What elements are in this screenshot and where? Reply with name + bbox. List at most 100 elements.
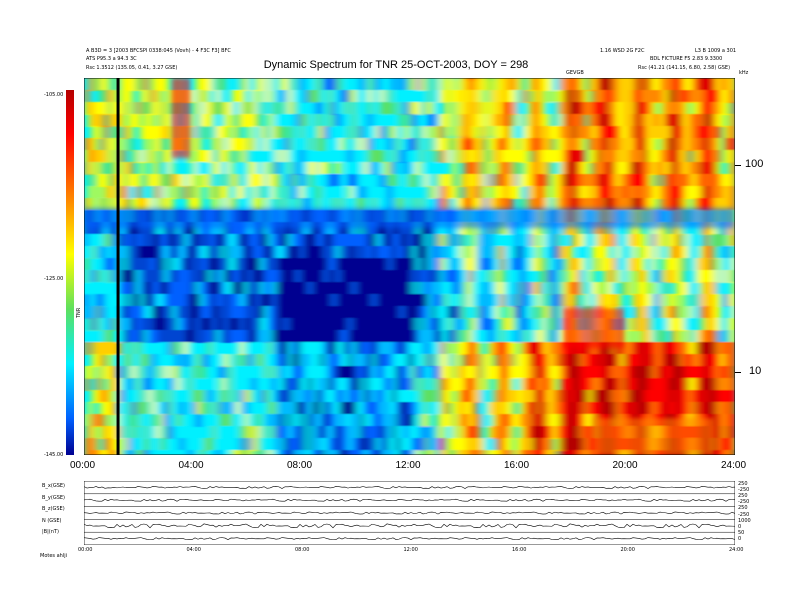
spectrogram-cell [704, 390, 709, 403]
spectrogram-cell [624, 174, 629, 187]
spectrogram-cell [576, 258, 581, 271]
spectrogram-cell [356, 90, 361, 103]
spectrogram-cell [712, 126, 717, 139]
spectrogram-cell [368, 330, 373, 343]
spectrogram-cell [332, 234, 337, 247]
magnetometer-x-tick: 12:00 [403, 547, 418, 553]
spectrogram-cell [512, 258, 517, 271]
spectrogram-cell [104, 222, 109, 235]
spectrogram-cell [496, 330, 501, 343]
spectrogram-cell [240, 270, 245, 283]
spectrogram-cell [572, 102, 577, 115]
spectrogram-cell [332, 126, 337, 139]
spectrogram-cell [516, 126, 521, 139]
spectrogram-cell [324, 162, 329, 175]
spectrogram-cell [420, 306, 425, 319]
spectrogram-cell [176, 174, 181, 187]
spectrogram-cell [292, 162, 297, 175]
spectrogram-cell [448, 174, 453, 187]
spectrogram-cell [240, 150, 245, 163]
spectrogram-cell [552, 102, 557, 115]
spectrogram-cell [300, 426, 305, 439]
spectrogram-cell [328, 294, 333, 307]
spectrogram-cell [480, 378, 485, 391]
spectrogram-cell [496, 282, 501, 295]
spectrogram-cell [472, 366, 477, 379]
spectrogram-cell [104, 294, 109, 307]
spectrogram-cell [476, 246, 481, 259]
spectrogram-cell [220, 90, 225, 103]
spectrogram-cell [128, 330, 133, 343]
spectrogram-cell [480, 258, 485, 271]
spectrogram-cell [664, 222, 669, 235]
spectrogram-cell [160, 402, 165, 415]
spectrogram-cell [312, 162, 317, 175]
spectrogram-cell [476, 414, 481, 427]
spectrogram-cell [264, 354, 269, 367]
spectrogram-cell [256, 426, 261, 439]
spectrogram-cell [416, 90, 421, 103]
spectrogram-cell [152, 366, 157, 379]
spectrogram-cell [536, 222, 541, 235]
spectrogram-cell [276, 402, 281, 415]
spectrogram-cell [704, 90, 709, 103]
spectrogram-cell [516, 258, 521, 271]
spectrogram-cell [676, 342, 681, 355]
spectrogram-cell [680, 354, 685, 367]
spectrogram-cell [472, 438, 477, 451]
spectrogram-cell [416, 234, 421, 247]
spectrogram-cell [732, 294, 735, 307]
spectrogram-cell [496, 294, 501, 307]
spectrogram-cell [160, 366, 165, 379]
spectrogram-cell [608, 198, 613, 211]
spectrogram-cell [212, 306, 217, 319]
spectrogram-cell [480, 306, 485, 319]
spectrogram-cell [416, 246, 421, 259]
spectrogram-cell [544, 318, 549, 331]
spectrogram-cell [252, 102, 257, 115]
spectrogram-cell [652, 150, 657, 163]
spectrogram-cell [112, 90, 117, 103]
spectrogram-cell [348, 438, 353, 451]
spectrogram-cell [128, 294, 133, 307]
spectrogram-cell [172, 234, 177, 247]
spectrogram-cell [356, 150, 361, 163]
spectrogram-cell [144, 246, 149, 259]
spectrogram-cell [540, 414, 545, 427]
spectrogram-cell [692, 378, 697, 391]
spectrogram-cell [240, 330, 245, 343]
spectrogram-cell [684, 378, 689, 391]
spectrogram-cell [576, 342, 581, 355]
spectrogram-cell [424, 354, 429, 367]
spectrogram-cell [304, 234, 309, 247]
spectrogram-cell [404, 198, 409, 211]
spectrogram-cell [312, 78, 317, 91]
spectrogram-cell [300, 246, 305, 259]
spectrogram-cell [404, 102, 409, 115]
spectrogram-cell [332, 438, 337, 451]
spectrogram-cell [472, 234, 477, 247]
spectrogram-cell [712, 318, 717, 331]
spectrogram-cell [236, 354, 241, 367]
spectrogram-cell [196, 246, 201, 259]
spectrogram-cell [516, 78, 521, 91]
spectrogram-cell [160, 174, 165, 187]
spectrogram-cell [644, 174, 649, 187]
spectrogram-cell [704, 366, 709, 379]
spectrogram-cell [596, 186, 601, 199]
spectrogram-cell [308, 246, 313, 259]
spectrogram-cell [444, 174, 449, 187]
spectrogram-cell [144, 366, 149, 379]
spectrogram-cell [160, 150, 165, 163]
spectrogram-cell [416, 438, 421, 451]
spectrogram-cell [680, 198, 685, 211]
spectrogram-cell [628, 114, 633, 127]
spectrogram-cell [388, 318, 393, 331]
spectrogram-cell [360, 198, 365, 211]
spectrogram-cell [316, 402, 321, 415]
spectrogram-cell [428, 258, 433, 271]
spectrogram-cell [712, 186, 717, 199]
spectrogram-cell [96, 414, 101, 427]
spectrogram-cell [184, 306, 189, 319]
spectrogram-cell [696, 138, 701, 151]
